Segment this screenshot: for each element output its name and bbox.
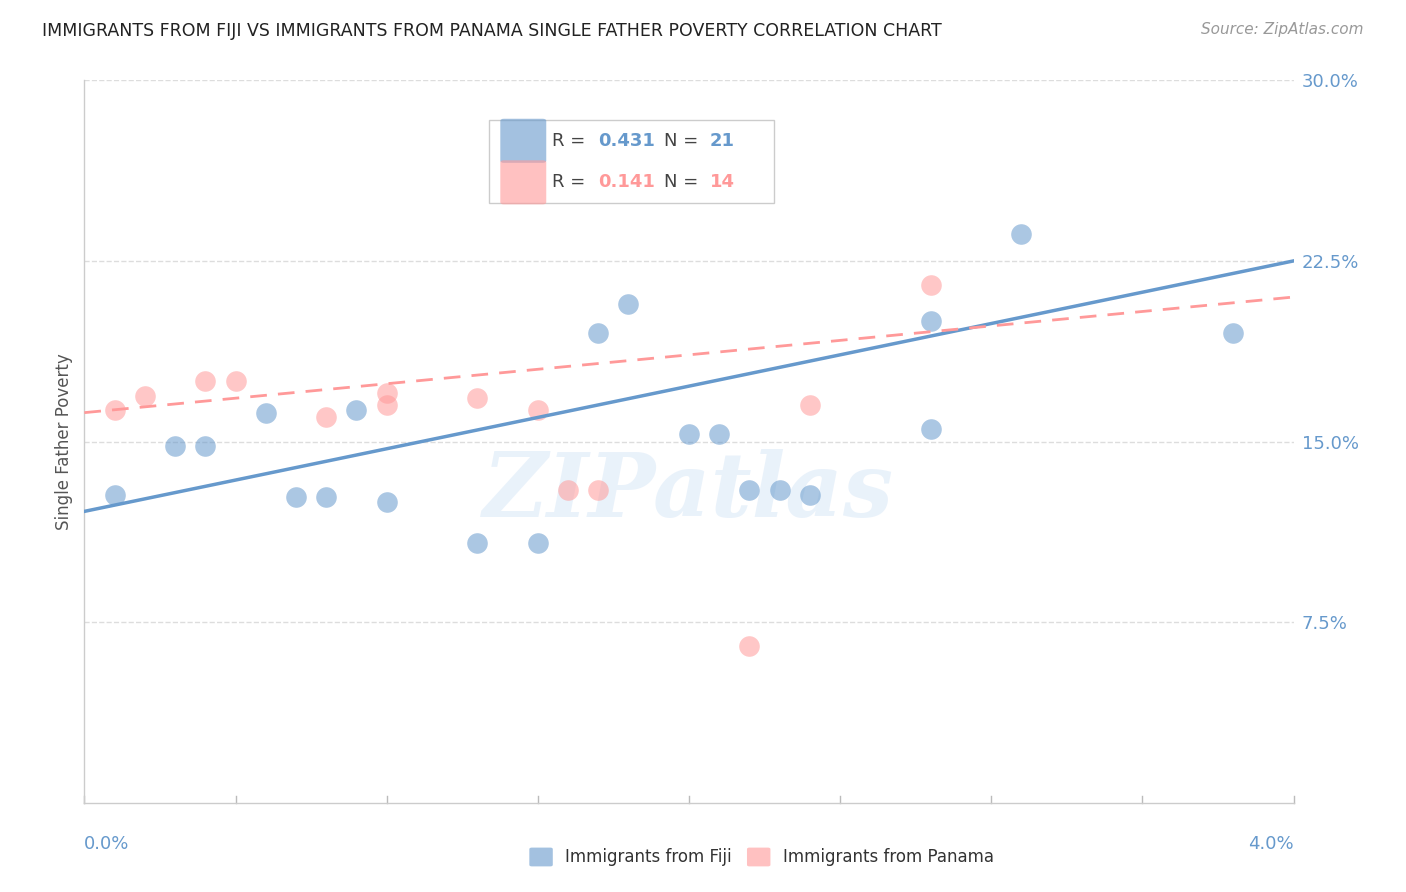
Text: Immigrants from Fiji: Immigrants from Fiji <box>565 848 731 866</box>
Point <box>527 403 550 417</box>
FancyBboxPatch shape <box>489 120 773 203</box>
Point <box>617 297 640 311</box>
Text: 14: 14 <box>710 173 734 192</box>
Point <box>467 535 489 549</box>
Point <box>467 391 489 405</box>
Point <box>527 535 550 549</box>
Text: Immigrants from Panama: Immigrants from Panama <box>783 848 994 866</box>
FancyBboxPatch shape <box>747 847 770 866</box>
Text: 0.0%: 0.0% <box>84 835 129 854</box>
Text: 0.141: 0.141 <box>599 173 655 192</box>
Point <box>799 398 821 412</box>
Point <box>375 386 398 401</box>
Point <box>315 410 337 425</box>
Point <box>738 483 761 497</box>
Text: ZIPatlas: ZIPatlas <box>484 449 894 535</box>
Point <box>769 483 792 497</box>
Point <box>738 639 761 653</box>
Text: 21: 21 <box>710 132 734 150</box>
Point <box>920 277 942 292</box>
Point <box>588 326 610 340</box>
Point <box>194 374 217 388</box>
Text: 0.431: 0.431 <box>599 132 655 150</box>
Point <box>104 487 127 501</box>
FancyBboxPatch shape <box>501 119 547 163</box>
Point <box>557 483 579 497</box>
Text: IMMIGRANTS FROM FIJI VS IMMIGRANTS FROM PANAMA SINGLE FATHER POVERTY CORRELATION: IMMIGRANTS FROM FIJI VS IMMIGRANTS FROM … <box>42 22 942 40</box>
Point <box>346 403 368 417</box>
Point <box>225 374 247 388</box>
Text: N =: N = <box>664 173 703 192</box>
Point <box>315 490 337 504</box>
Point <box>375 494 398 508</box>
Point <box>104 403 127 417</box>
FancyBboxPatch shape <box>501 161 547 204</box>
Point <box>134 389 156 403</box>
Point <box>920 422 942 436</box>
Text: 4.0%: 4.0% <box>1249 835 1294 854</box>
Point <box>678 427 700 442</box>
Point <box>709 427 731 442</box>
Point <box>588 483 610 497</box>
Text: Source: ZipAtlas.com: Source: ZipAtlas.com <box>1201 22 1364 37</box>
Text: N =: N = <box>664 132 703 150</box>
Point <box>285 490 308 504</box>
Point <box>799 487 821 501</box>
FancyBboxPatch shape <box>529 847 553 866</box>
Text: R =: R = <box>553 173 592 192</box>
Point <box>920 314 942 328</box>
Point <box>194 439 217 453</box>
Text: R =: R = <box>553 132 592 150</box>
Point <box>1011 227 1033 242</box>
Y-axis label: Single Father Poverty: Single Father Poverty <box>55 353 73 530</box>
Point <box>375 398 398 412</box>
Point <box>1222 326 1244 340</box>
Point <box>254 406 277 420</box>
Point <box>165 439 187 453</box>
